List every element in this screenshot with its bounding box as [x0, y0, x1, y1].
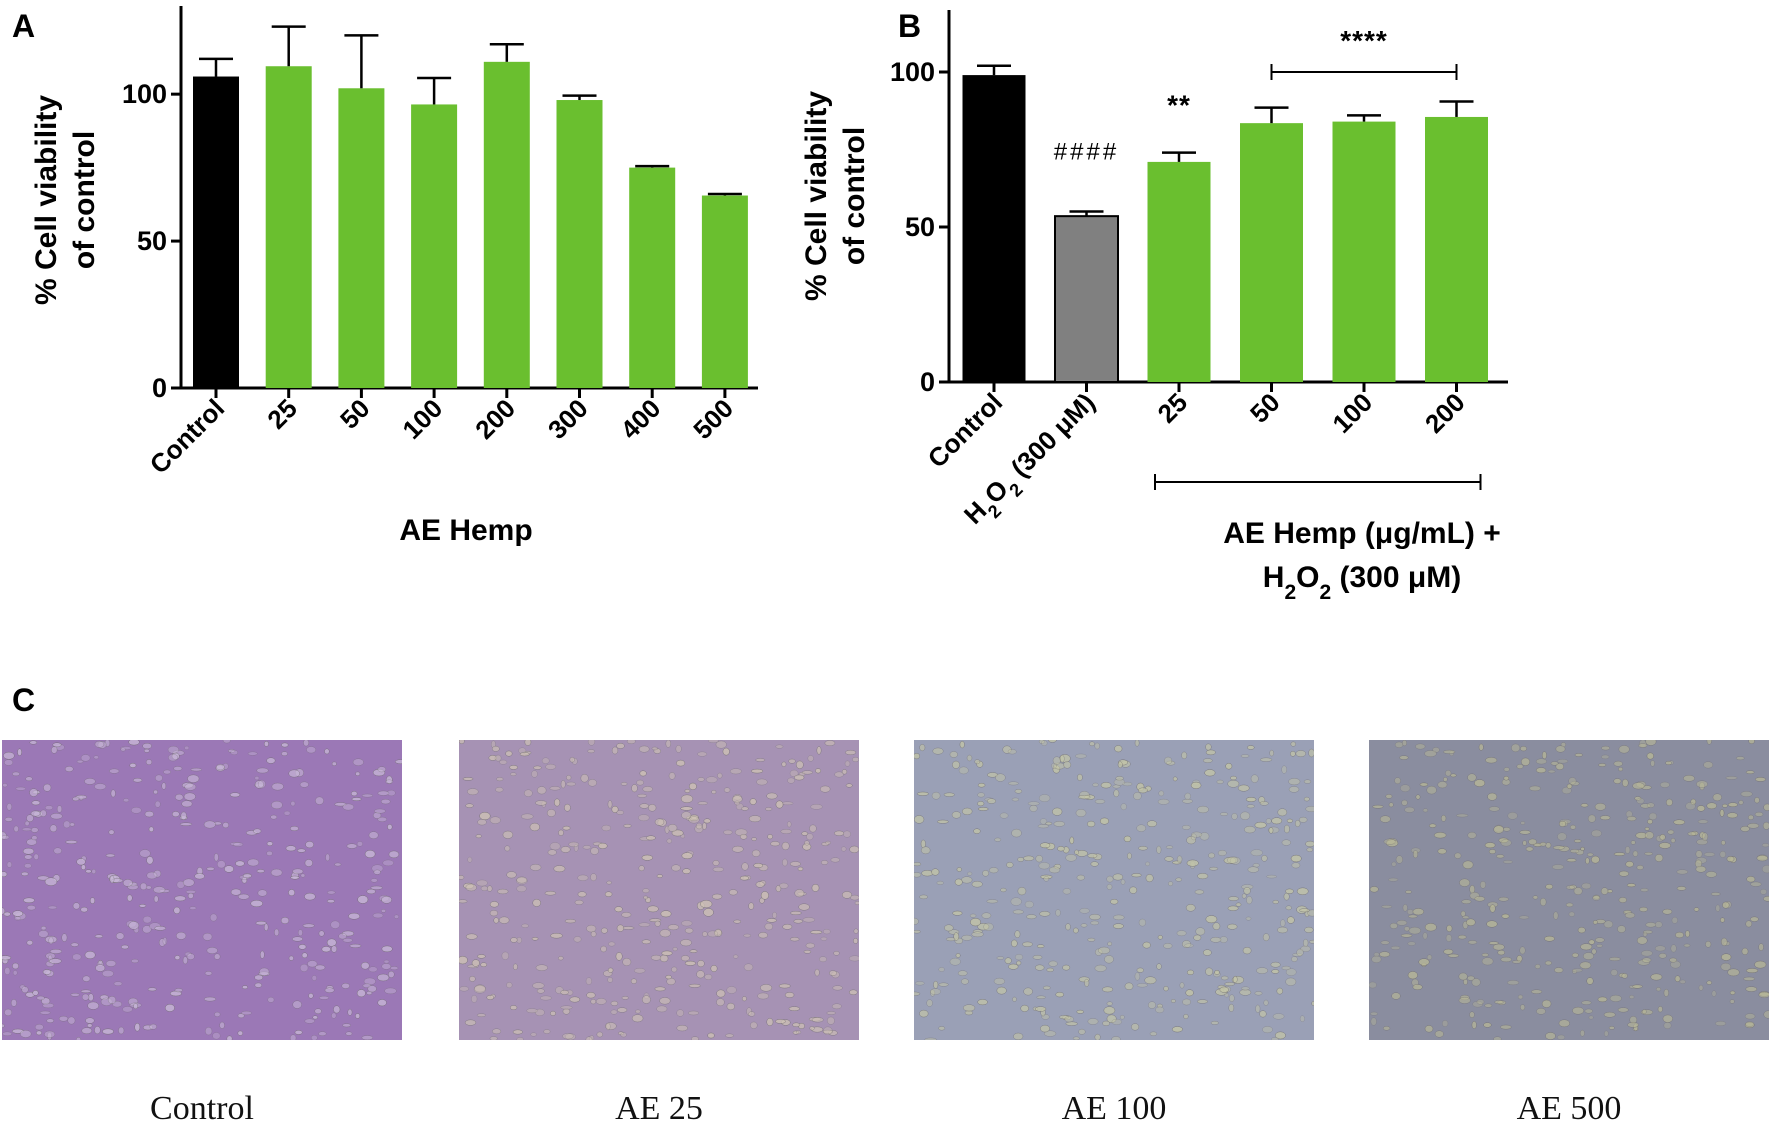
- y-tick-label: 0: [152, 373, 167, 403]
- y-tick-label: 100: [122, 79, 167, 109]
- micrograph-caption-ae-25: AE 25: [615, 1090, 703, 1127]
- micrograph-ae-100: [914, 740, 1314, 1040]
- x-tick-label-400: 400: [615, 393, 667, 445]
- bar-h-o-300-m: [1054, 215, 1119, 383]
- micrograph-texture: [459, 740, 859, 1040]
- chart-a: 0 50 100 Control 25 50 100 200 300 400 500 % Cell v…: [30, 6, 758, 547]
- bar-400: [629, 167, 676, 388]
- x-tick-label-100: 100: [396, 393, 448, 445]
- y-tick-label: 50: [905, 212, 935, 242]
- bar-100: [1332, 121, 1396, 382]
- bar-control: [193, 76, 239, 389]
- x-axis-label-line-2: H2O2 (300 μM): [1263, 561, 1461, 604]
- bar-control: [962, 75, 1026, 382]
- x-tick-label-200: 200: [469, 393, 521, 445]
- bar-100: [411, 104, 458, 388]
- panel-letter-c: C: [12, 682, 36, 718]
- micrograph-caption-ae-500: AE 500: [1516, 1090, 1622, 1127]
- x-tick-label-100: 100: [1326, 387, 1378, 439]
- micrograph-texture: [914, 740, 1314, 1040]
- bar-300: [556, 100, 603, 389]
- x-tick-label-control: Control: [922, 387, 1009, 474]
- micrograph-texture: [1369, 740, 1769, 1040]
- bar-25: [265, 66, 312, 388]
- x-axis-label-line-1: AE Hemp (μg/mL) +: [1223, 517, 1501, 550]
- significance-h-o-300-m: ####: [1054, 139, 1119, 166]
- x-tick-label-500: 500: [687, 393, 739, 445]
- significance-25: **: [1167, 90, 1191, 121]
- x-axis-label: AE Hemp: [399, 514, 532, 547]
- x-tick-label-25: 25: [261, 393, 303, 435]
- significance-group: ****: [1340, 25, 1388, 56]
- chart-b: 0 50 100 Control H2O2 (300 μM) 25 50 100 200 % Ce…: [800, 10, 1508, 604]
- y-axis-label: % Cell viability of control: [800, 91, 871, 301]
- micrograph-ae-500: [1369, 740, 1769, 1040]
- x-tick-label-200: 200: [1419, 387, 1471, 439]
- bar-200: [1425, 116, 1488, 382]
- panel-letter-a: A: [12, 8, 36, 44]
- x-tick-label-control: Control: [144, 393, 231, 480]
- micrograph-caption-ae-100: AE 100: [1061, 1090, 1167, 1127]
- micrograph-caption-control: Control: [150, 1090, 254, 1127]
- micrograph-control: [2, 740, 402, 1040]
- y-axis-label: % Cell viability of control: [30, 95, 101, 305]
- y-tick-label: 50: [137, 226, 167, 256]
- bar-50: [1240, 123, 1303, 383]
- bar-200: [483, 61, 530, 388]
- y-tick-label: 0: [920, 367, 935, 397]
- micrograph-texture: [2, 740, 402, 1040]
- x-tick-label-300: 300: [542, 393, 594, 445]
- bar-50: [338, 88, 385, 389]
- micrograph-ae-25: [459, 740, 859, 1040]
- x-tick-label-50: 50: [334, 393, 376, 435]
- panel-letter-b: B: [898, 8, 922, 44]
- y-tick-label: 100: [890, 57, 935, 87]
- bar-25: [1147, 161, 1211, 382]
- x-tick-label-25: 25: [1152, 387, 1194, 429]
- bar-500: [701, 195, 748, 388]
- x-tick-label-50: 50: [1244, 387, 1286, 429]
